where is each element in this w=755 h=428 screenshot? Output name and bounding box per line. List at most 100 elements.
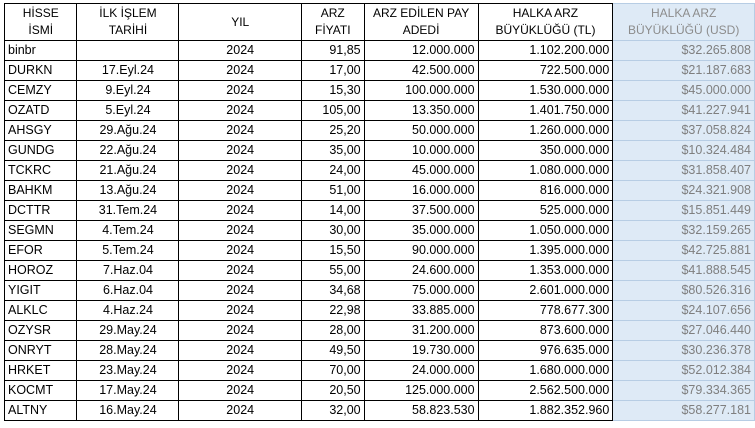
cell-year: 2024 [178,200,302,221]
cell-offer-price: 91,85 [300,40,365,61]
cell-year: 2024 [178,140,302,161]
header-row: HİSSE İSMİ İLK İŞLEM TARİHİ YIL ARZ FİYA… [3,3,755,41]
cell-offer-price: 30,00 [300,220,365,241]
cell-first-trade-date: 21.Ağu.24 [76,160,180,181]
cell-offer-price: 15,50 [300,240,365,261]
header-ipo-size-usd: HALKA ARZ BÜYÜKLÜĞÜ (USD) [612,3,755,41]
cell-ipo-size-usd: $15.851.449 [612,200,755,221]
table-row: EFOR 5.Tem.24 2024 15,50 90.000.000 1.395.000… [3,240,755,261]
table-row: AHSGY 29.Ağu.24 2024 25,20 50.000.000 1.260.0… [3,120,755,141]
header-ipo-size-tl: HALKA ARZ BÜYÜKLÜĞÜ (TL) [477,3,614,41]
cell-offer-price: 24,00 [300,160,365,181]
table-row: DURKN 17.Eyl.24 2024 17,00 42.500.000 722.500… [3,60,755,81]
cell-ipo-size-usd: $10.324.484 [612,140,755,161]
cell-offer-price: 49,50 [300,340,365,361]
cell-ipo-size-usd: $80.526.316 [612,280,755,301]
cell-stock-name: AHSGY [3,120,78,141]
cell-year: 2024 [178,220,302,241]
cell-offer-price: 32,00 [300,400,365,421]
cell-ipo-size-usd: $21.187.683 [612,60,755,81]
cell-ipo-size-usd: $41.888.545 [612,260,755,281]
header-shares-offered: ARZ EDİLEN PAY ADEDİ [363,3,479,41]
header-line: HALKA ARZ [650,6,717,20]
header-line: BÜYÜKLÜĞÜ (TL) [495,23,596,37]
cell-ipo-size-usd: $42.725.881 [612,240,755,261]
cell-stock-name: ALKLC [3,300,78,321]
cell-shares-offered: 37.500.000 [363,200,479,221]
cell-stock-name: BAHKM [3,180,78,201]
header-line: FİYATI [314,23,351,37]
cell-first-trade-date: 9.Eyl.24 [76,80,180,101]
cell-first-trade-date: 29.May.24 [76,320,180,341]
table-row: YIGIT 6.Haz.04 2024 34,68 75.000.000 2.601.00… [3,280,755,301]
cell-ipo-size-usd: $52.012.384 [612,360,755,381]
cell-shares-offered: 10.000.000 [363,140,479,161]
cell-ipo-size-tl: 722.500.000 [477,60,614,81]
cell-shares-offered: 24.000.000 [363,360,479,381]
cell-offer-price: 35,00 [300,140,365,161]
cell-ipo-size-usd: $24.107.656 [612,300,755,321]
cell-ipo-size-tl: 1.102.200.000 [477,40,614,61]
cell-offer-price: 34,68 [300,280,365,301]
cell-stock-name: OZATD [3,100,78,121]
cell-year: 2024 [178,100,302,121]
header-stock-name: HİSSE İSMİ [3,3,78,41]
cell-stock-name: OZYSR [3,320,78,341]
table-row: binbr 2024 91,85 12.000.000 1.102.200.000 $32… [3,40,755,61]
cell-ipo-size-tl: 525.000.000 [477,200,614,221]
cell-stock-name: YIGIT [3,280,78,301]
cell-shares-offered: 12.000.000 [363,40,479,61]
cell-first-trade-date [76,40,180,61]
header-line: ARZ [320,6,345,20]
header-line: TARİHİ [108,23,148,37]
cell-ipo-size-tl: 816.000.000 [477,180,614,201]
header-line: İSMİ [28,23,54,37]
cell-ipo-size-usd: $45.000.000 [612,80,755,101]
cell-ipo-size-usd: $30.236.378 [612,340,755,361]
cell-year: 2024 [178,40,302,61]
cell-ipo-size-tl: 350.000.000 [477,140,614,161]
cell-shares-offered: 31.200.000 [363,320,479,341]
cell-first-trade-date: 16.May.24 [76,400,180,421]
cell-year: 2024 [178,60,302,81]
cell-year: 2024 [178,360,302,381]
cell-stock-name: SEGMN [3,220,78,241]
cell-stock-name: CEMZY [3,80,78,101]
cell-offer-price: 51,00 [300,180,365,201]
cell-year: 2024 [178,320,302,341]
cell-first-trade-date: 29.Ağu.24 [76,120,180,141]
table-row: DCTTR 31.Tem.24 2024 14,00 37.500.000 525.000… [3,200,755,221]
cell-offer-price: 20,50 [300,380,365,401]
cell-year: 2024 [178,80,302,101]
cell-shares-offered: 125.000.000 [363,380,479,401]
cell-year: 2024 [178,260,302,281]
cell-stock-name: HOROZ [3,260,78,281]
cell-shares-offered: 19.730.000 [363,340,479,361]
cell-offer-price: 70,00 [300,360,365,381]
cell-offer-price: 15,30 [300,80,365,101]
cell-year: 2024 [178,300,302,321]
cell-shares-offered: 42.500.000 [363,60,479,81]
cell-year: 2024 [178,180,302,201]
cell-ipo-size-tl: 2.562.500.000 [477,380,614,401]
cell-first-trade-date: 5.Eyl.24 [76,100,180,121]
cell-ipo-size-usd: $41.227.941 [612,100,755,121]
cell-stock-name: EFOR [3,240,78,261]
cell-stock-name: binbr [3,40,78,61]
cell-offer-price: 25,20 [300,120,365,141]
cell-first-trade-date: 23.May.24 [76,360,180,381]
header-year: YIL [178,3,302,41]
cell-ipo-size-tl: 1.401.750.000 [477,100,614,121]
cell-shares-offered: 45.000.000 [363,160,479,181]
header-line: HALKA ARZ [512,6,579,20]
cell-ipo-size-usd: $32.265.808 [612,40,755,61]
table-row: GUNDG 22.Ağu.24 2024 35,00 10.000.000 350.000… [3,140,755,161]
cell-ipo-size-usd: $58.277.181 [612,400,755,421]
cell-year: 2024 [178,160,302,181]
cell-offer-price: 55,00 [300,260,365,281]
cell-shares-offered: 50.000.000 [363,120,479,141]
cell-shares-offered: 35.000.000 [363,220,479,241]
cell-first-trade-date: 4.Tem.24 [76,220,180,241]
cell-stock-name: TCKRC [3,160,78,181]
cell-first-trade-date: 17.Eyl.24 [76,60,180,81]
